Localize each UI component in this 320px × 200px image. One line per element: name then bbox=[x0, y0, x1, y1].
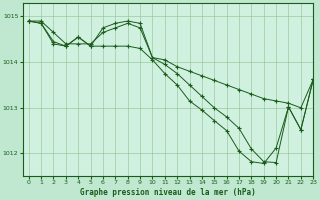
X-axis label: Graphe pression niveau de la mer (hPa): Graphe pression niveau de la mer (hPa) bbox=[80, 188, 256, 197]
